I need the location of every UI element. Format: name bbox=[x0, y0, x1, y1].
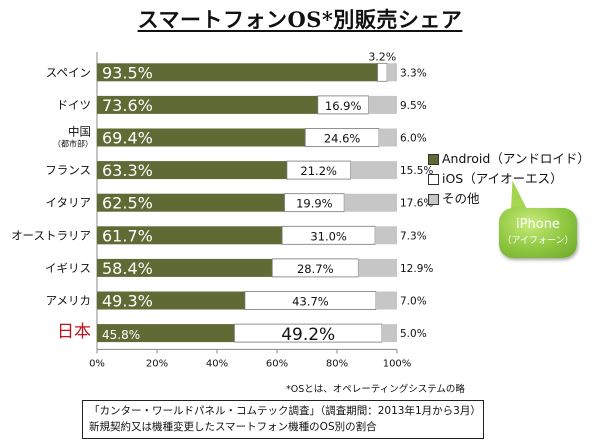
legend-swatch-android bbox=[428, 153, 439, 165]
bar-other bbox=[358, 258, 397, 277]
category-label: スペイン bbox=[46, 65, 91, 79]
android-value-label: 63.3% bbox=[102, 161, 153, 180]
other-value-label: 17.6% bbox=[400, 198, 433, 210]
bar-other bbox=[344, 193, 397, 212]
x-tick-label: 0% bbox=[89, 358, 105, 369]
stacked-bar-chart: 0% 20% 40% 60% 80% 100% スペイン 93.5% 3.2% 3.3% ドイツ 73… bbox=[11, 50, 433, 369]
other-value-label: 7.0% bbox=[400, 296, 427, 308]
android-value-label: 49.3% bbox=[102, 292, 153, 311]
bar-android bbox=[97, 226, 283, 245]
ios-value-label: 43.7% bbox=[292, 295, 329, 309]
bar-android bbox=[97, 258, 273, 277]
bar-other bbox=[350, 161, 397, 180]
ios-value-label: 49.2% bbox=[281, 325, 335, 345]
bar-android bbox=[97, 291, 245, 310]
bar-android bbox=[97, 95, 318, 114]
category-label: 中国 bbox=[68, 125, 91, 139]
android-value-label: 73.6% bbox=[102, 96, 153, 115]
android-value-label: 45.8% bbox=[102, 328, 140, 342]
bar-android bbox=[97, 63, 378, 82]
other-value-label: 12.9% bbox=[400, 263, 433, 275]
android-value-label: 69.4% bbox=[102, 129, 153, 148]
callout-title: iPhone bbox=[516, 217, 560, 232]
x-tick-label: 20% bbox=[146, 358, 168, 369]
legend-item-ios: iOS（アイオーエス） bbox=[428, 169, 590, 189]
callout-subtitle: （アイフォーン） bbox=[502, 236, 574, 246]
ios-value-label: 28.7% bbox=[297, 262, 334, 276]
android-value-label: 93.5% bbox=[102, 63, 153, 82]
legend-swatch-other bbox=[428, 193, 439, 205]
bar-android bbox=[97, 193, 285, 212]
source-line-2: 新規契約又は機種変更したスマートフォン機種のOS別の割合 bbox=[89, 421, 377, 433]
android-value-label: 58.4% bbox=[102, 259, 153, 278]
ios-value-label: 24.6% bbox=[324, 132, 361, 146]
legend-swatch-ios bbox=[428, 173, 439, 185]
android-value-label: 62.5% bbox=[102, 194, 153, 213]
ios-value-label: 3.2% bbox=[368, 50, 396, 63]
category-label: イタリア bbox=[45, 196, 91, 210]
source-line-1: 「カンター・ワールドパネル・コムテック調査」（調査期間：2013年1月から3月） bbox=[89, 405, 481, 417]
bar-other bbox=[375, 226, 397, 245]
ios-value-label: 31.0% bbox=[310, 229, 347, 243]
chart-title: スマートフォンOS*別販売シェア bbox=[137, 7, 463, 32]
category-label: フランス bbox=[45, 163, 91, 177]
legend-label-ios: iOS（アイオーエス） bbox=[442, 171, 563, 186]
other-value-label: 6.0% bbox=[400, 133, 427, 145]
legend-label-android: Android（アンドロイド） bbox=[442, 151, 590, 166]
ios-value-label: 16.9% bbox=[325, 99, 362, 113]
category-label: イギリス bbox=[45, 261, 91, 275]
category-label: 日本 bbox=[57, 322, 91, 342]
x-tick-label: 100% bbox=[383, 358, 412, 369]
category-label: ドイツ bbox=[57, 98, 92, 112]
legend-label-other: その他 bbox=[442, 191, 480, 206]
bar-android bbox=[97, 128, 306, 147]
bar-other bbox=[382, 324, 397, 343]
x-tick-label: 40% bbox=[206, 358, 228, 369]
x-tick-label: 60% bbox=[266, 358, 288, 369]
legend-item-android: Android（アンドロイド） bbox=[428, 149, 590, 169]
bar-other bbox=[376, 291, 397, 310]
other-value-label: 5.0% bbox=[400, 328, 427, 340]
bar-ios bbox=[377, 62, 388, 82]
other-value-label: 3.3% bbox=[400, 67, 427, 79]
legend: Android（アンドロイド） iOS（アイオーエス） その他 bbox=[428, 149, 590, 209]
category-label: オーストラリア bbox=[11, 228, 91, 242]
other-value-label: 7.3% bbox=[400, 230, 427, 242]
bar-other bbox=[368, 95, 397, 114]
iphone-callout: iPhone （アイフォーン） bbox=[499, 208, 577, 258]
other-value-label: 9.5% bbox=[400, 100, 427, 112]
legend-item-other: その他 bbox=[428, 189, 590, 209]
android-value-label: 61.7% bbox=[102, 226, 153, 245]
footnote: *OSとは、オペレーティングシステムの略 bbox=[286, 384, 465, 395]
bar-android bbox=[97, 161, 287, 180]
source-box: 「カンター・ワールドパネル・コムテック調査」（調査期間：2013年1月から3月）… bbox=[82, 400, 484, 439]
x-tick-label: 80% bbox=[326, 358, 348, 369]
category-label: アメリカ bbox=[46, 294, 91, 308]
ios-value-label: 21.2% bbox=[300, 164, 337, 178]
bar-android bbox=[97, 324, 235, 343]
other-value-label: 15.5% bbox=[400, 165, 433, 177]
category-sublabel: （都市部） bbox=[53, 139, 93, 149]
ios-value-label: 19.9% bbox=[296, 197, 333, 211]
bar-other bbox=[379, 128, 397, 147]
bar-other bbox=[387, 63, 397, 82]
